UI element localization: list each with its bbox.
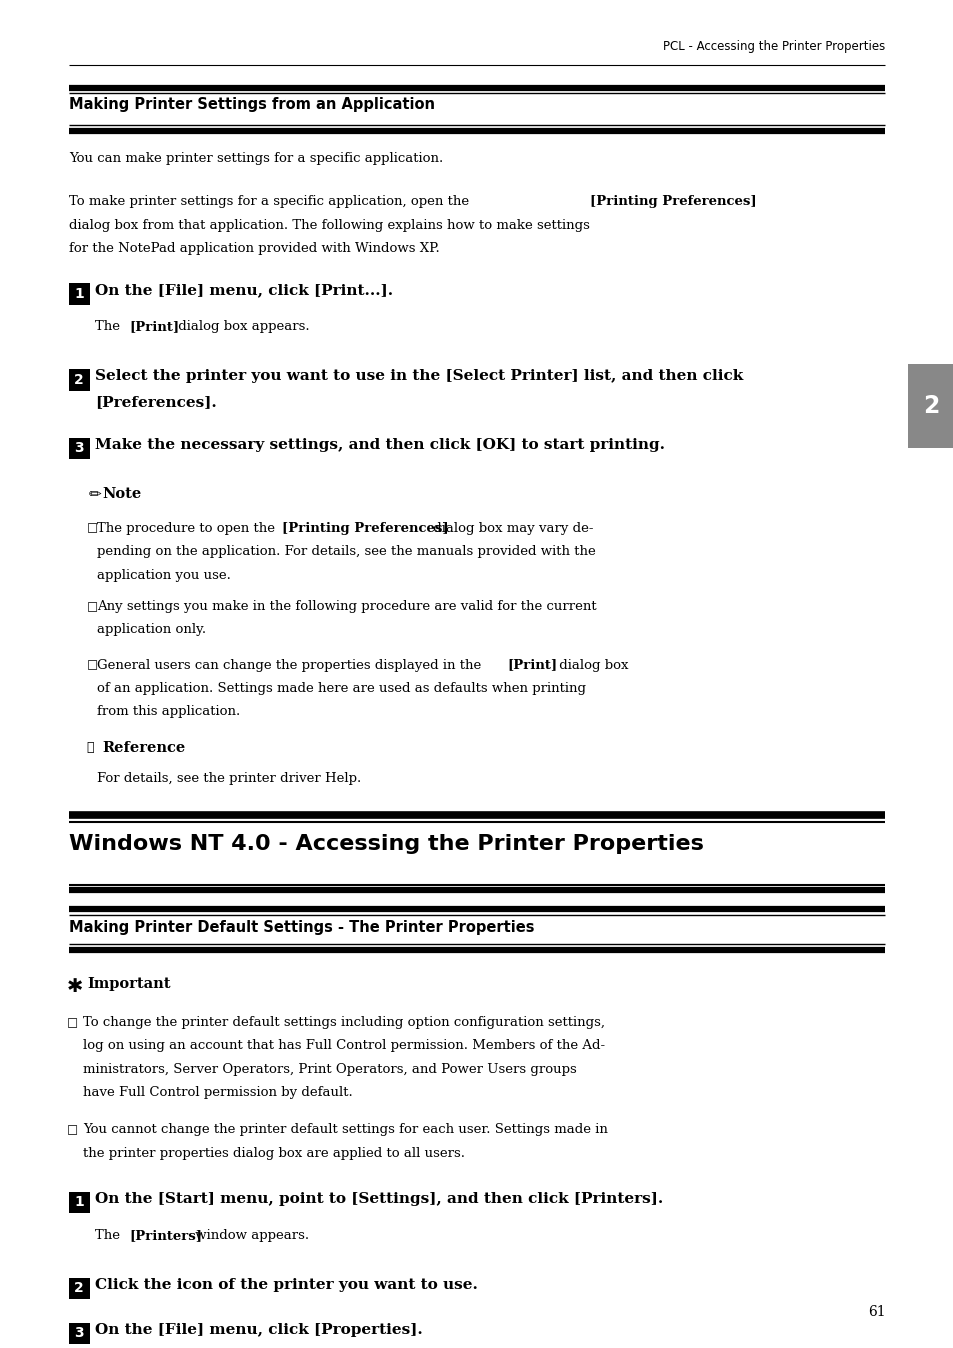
Text: 2: 2 <box>922 394 939 418</box>
Text: pending on the application. For details, see the manuals provided with the: pending on the application. For details,… <box>97 545 596 558</box>
Text: dialog box may vary de-: dialog box may vary de- <box>429 522 593 535</box>
Text: [Print]: [Print] <box>130 321 180 333</box>
FancyBboxPatch shape <box>69 369 90 391</box>
Text: ⚿: ⚿ <box>87 740 94 754</box>
Text: log on using an account that has Full Control permission. Members of the Ad-: log on using an account that has Full Co… <box>83 1039 604 1053</box>
Text: □: □ <box>87 659 98 671</box>
Text: 1: 1 <box>74 287 84 301</box>
Text: On the [File] menu, click [Print...].: On the [File] menu, click [Print...]. <box>95 283 393 298</box>
Text: Select the printer you want to use in the [Select Printer] list, and then click: Select the printer you want to use in th… <box>95 369 743 383</box>
Text: □: □ <box>87 522 98 535</box>
Text: dialog box appears.: dialog box appears. <box>173 321 309 333</box>
Text: To make printer settings for a specific application, open the: To make printer settings for a specific … <box>69 195 473 209</box>
Text: Note: Note <box>102 487 141 500</box>
Text: On the [Start] menu, point to [Settings], and then click [Printers].: On the [Start] menu, point to [Settings]… <box>95 1192 663 1205</box>
FancyBboxPatch shape <box>69 283 90 305</box>
Text: Making Printer Default Settings - The Printer Properties: Making Printer Default Settings - The Pr… <box>69 921 534 936</box>
Text: You can make printer settings for a specific application.: You can make printer settings for a spec… <box>69 152 442 166</box>
Text: The procedure to open the: The procedure to open the <box>97 522 279 535</box>
Text: dialog box from that application. The following explains how to make settings: dialog box from that application. The fo… <box>69 218 589 232</box>
Text: window appears.: window appears. <box>191 1229 309 1242</box>
Text: Reference: Reference <box>102 740 185 755</box>
Text: You cannot change the printer default settings for each user. Settings made in: You cannot change the printer default se… <box>83 1123 607 1136</box>
Text: 2: 2 <box>74 373 84 387</box>
Text: PCL - Accessing the Printer Properties: PCL - Accessing the Printer Properties <box>662 40 884 54</box>
Text: □: □ <box>67 1123 78 1136</box>
Text: for the NotePad application provided with Windows XP.: for the NotePad application provided wit… <box>69 243 439 255</box>
FancyBboxPatch shape <box>69 438 90 460</box>
Text: application only.: application only. <box>97 623 206 636</box>
Text: [Preferences].: [Preferences]. <box>95 395 217 408</box>
Text: the printer properties dialog box are applied to all users.: the printer properties dialog box are ap… <box>83 1147 464 1159</box>
Text: Any settings you make in the following procedure are valid for the current: Any settings you make in the following p… <box>97 600 597 613</box>
Text: dialog box: dialog box <box>555 659 628 671</box>
Text: General users can change the properties displayed in the: General users can change the properties … <box>97 659 485 671</box>
Text: 2: 2 <box>74 1282 84 1295</box>
Text: On the [File] menu, click [Properties].: On the [File] menu, click [Properties]. <box>95 1322 423 1337</box>
Text: For details, see the printer driver Help.: For details, see the printer driver Help… <box>97 772 361 785</box>
Text: [Print]: [Print] <box>507 659 558 671</box>
Text: 3: 3 <box>74 1326 84 1340</box>
Text: ✱: ✱ <box>67 977 83 996</box>
Text: 3: 3 <box>74 442 84 456</box>
Text: of an application. Settings made here are used as defaults when printing: of an application. Settings made here ar… <box>97 682 586 696</box>
Text: ministrators, Server Operators, Print Operators, and Power Users groups: ministrators, Server Operators, Print Op… <box>83 1062 577 1076</box>
Text: Important: Important <box>88 977 172 991</box>
Text: □: □ <box>87 600 98 613</box>
Text: 61: 61 <box>867 1305 884 1318</box>
Text: 1: 1 <box>74 1196 84 1209</box>
FancyBboxPatch shape <box>69 1322 90 1344</box>
Text: To change the printer default settings including option configuration settings,: To change the printer default settings i… <box>83 1016 604 1029</box>
Text: The: The <box>95 1229 125 1242</box>
Text: The: The <box>95 321 125 333</box>
FancyBboxPatch shape <box>69 1192 90 1213</box>
Text: have Full Control permission by default.: have Full Control permission by default. <box>83 1086 353 1099</box>
Text: application you use.: application you use. <box>97 569 231 581</box>
Text: ✏: ✏ <box>89 487 101 501</box>
FancyBboxPatch shape <box>69 1278 90 1299</box>
Text: Make the necessary settings, and then click [OK] to start printing.: Make the necessary settings, and then cl… <box>95 438 664 452</box>
Text: [Printing Preferences]: [Printing Preferences] <box>282 522 449 535</box>
Text: [Printers]: [Printers] <box>130 1229 203 1242</box>
Text: Making Printer Settings from an Application: Making Printer Settings from an Applicat… <box>69 97 435 112</box>
Text: Windows NT 4.0 - Accessing the Printer Properties: Windows NT 4.0 - Accessing the Printer P… <box>69 834 702 853</box>
Text: Click the icon of the printer you want to use.: Click the icon of the printer you want t… <box>95 1278 477 1291</box>
Text: [Printing Preferences]: [Printing Preferences] <box>589 195 756 209</box>
Text: from this application.: from this application. <box>97 705 240 718</box>
Text: □: □ <box>67 1016 78 1029</box>
FancyBboxPatch shape <box>907 364 953 448</box>
